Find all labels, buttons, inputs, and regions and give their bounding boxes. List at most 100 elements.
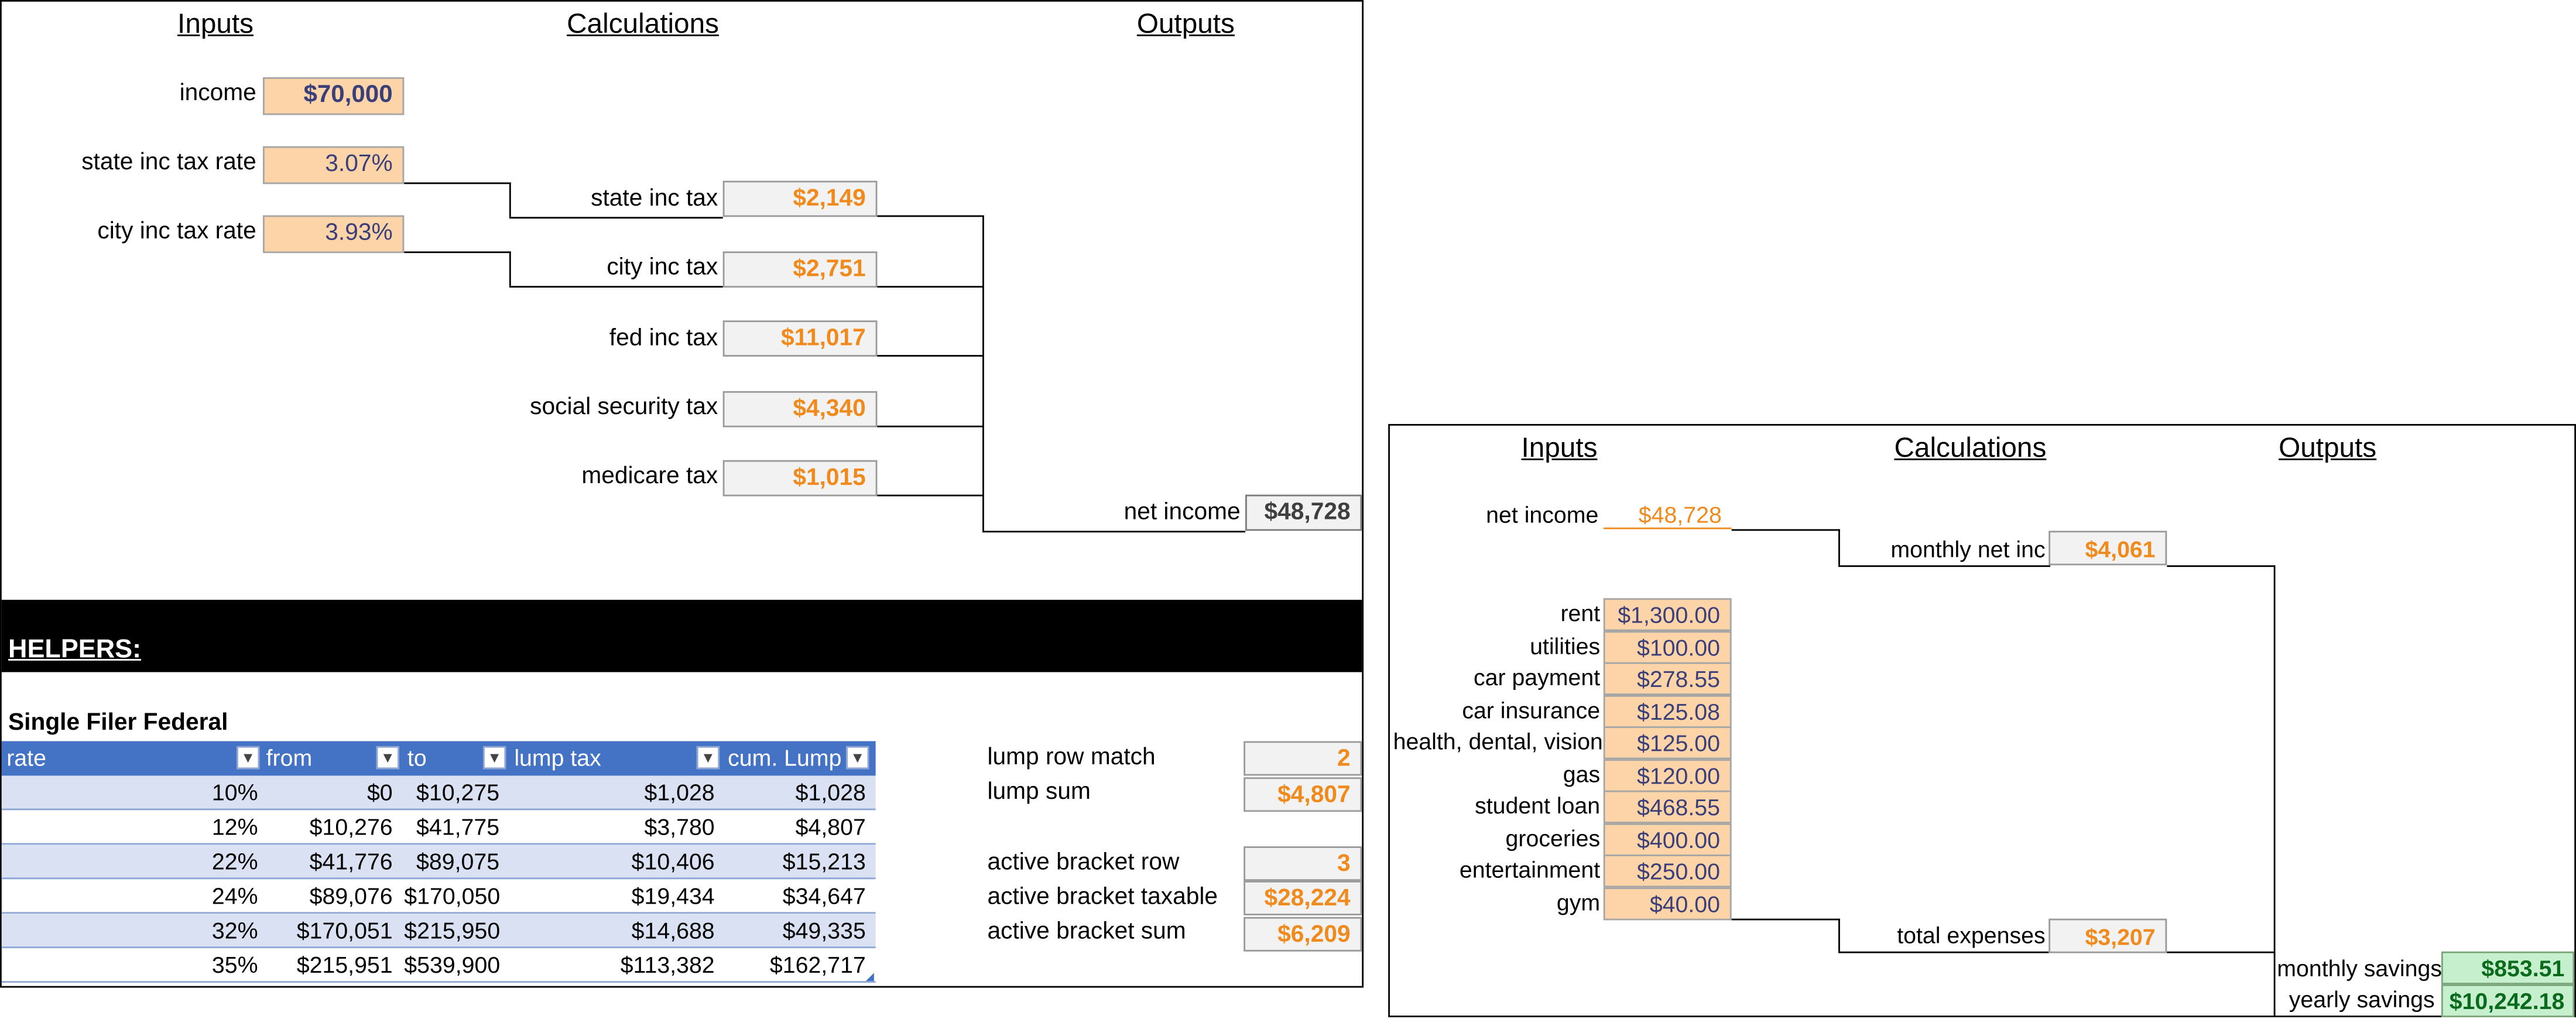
budget-net-income-label: net income [1486, 501, 1599, 528]
connector-line [509, 286, 723, 288]
yearly-savings-value[interactable]: $10,242.18 [2441, 984, 2575, 1017]
column-header-to: to [407, 744, 427, 771]
expense-input-gas[interactable]: $120.00 [1603, 759, 1732, 792]
total-expenses-value[interactable]: $3,207 [2049, 918, 2167, 953]
connector-line [1838, 951, 2051, 953]
tax-inputs-header: Inputs [177, 8, 254, 40]
connector-line [1838, 918, 1840, 952]
monthly-savings-label: monthly savings [2277, 955, 2442, 982]
expense-label-rent: rent [1560, 600, 1601, 627]
table-cell-from: $0 [366, 779, 393, 805]
table-cell-lump-tax: $19,434 [631, 882, 715, 909]
expense-input-car-insurance[interactable]: $125.08 [1603, 695, 1732, 729]
table-row: 24% $89,076 $170,050 $19,434 $34,647 [1, 879, 876, 914]
state-rate-label: state inc tax rate [81, 149, 256, 176]
connector-line [509, 251, 511, 286]
column-header-rate: rate [6, 744, 46, 771]
active-bracket-taxable-label: active bracket taxable [987, 884, 1218, 911]
connector-line [1838, 529, 1840, 566]
table-cell-to: $215,950 [404, 917, 501, 943]
connector-line [1731, 529, 1840, 531]
table-cell-from: $215,951 [296, 951, 393, 978]
state-tax-value[interactable]: $2,149 [722, 180, 878, 217]
table-cell-cum-lump: $4,807 [795, 813, 866, 840]
city-tax-value[interactable]: $2,751 [722, 251, 878, 288]
filter-dropdown-icon[interactable]: ▼ [696, 746, 720, 770]
table-cell-to: $170,050 [404, 882, 501, 909]
table-row: 35% $215,951 $539,900 $113,382 $162,717 [1, 948, 876, 983]
table-cell-rate: 12% [211, 813, 258, 840]
lump-sum-value[interactable]: $4,807 [1244, 777, 1362, 812]
active-bracket-row-value[interactable]: 3 [1244, 846, 1362, 881]
table-cell-cum-lump: $15,213 [782, 847, 866, 874]
filter-dropdown-icon[interactable]: ▼ [846, 746, 869, 770]
expense-input-health[interactable]: $125.00 [1603, 726, 1732, 760]
table-row: 22% $41,776 $89,075 $10,406 $15,213 [1, 844, 876, 880]
column-header-from: from [266, 744, 313, 771]
connector-line [1838, 565, 2051, 567]
connector-line [2167, 565, 2276, 567]
filter-dropdown-icon[interactable]: ▼ [237, 746, 260, 770]
table-cell-to: $41,775 [416, 813, 500, 840]
table-cell-to: $89,075 [416, 847, 500, 874]
table-cell-rate: 35% [211, 951, 258, 978]
expense-input-rent[interactable]: $1,300.00 [1603, 598, 1732, 631]
monthly-net-income-value[interactable]: $4,061 [2049, 531, 2167, 566]
expense-list: rent $1,300.00 utilities $100.00 car pay… [1393, 598, 1735, 922]
table-cell-cum-lump: $162,717 [769, 951, 866, 978]
medicare-tax-label: medicare tax [581, 463, 718, 490]
income-label: income [179, 80, 256, 107]
expense-input-student-loan[interactable]: $468.55 [1603, 790, 1732, 823]
helpers-banner-title: HELPERS: [8, 635, 142, 664]
yearly-savings-label: yearly savings [2289, 986, 2435, 1013]
connector-line [982, 531, 1246, 533]
active-bracket-sum-label: active bracket sum [987, 918, 1186, 945]
connector-line [404, 251, 511, 254]
table-cell-rate: 22% [211, 847, 258, 874]
table-resize-handle[interactable] [865, 973, 874, 982]
connector-line [877, 286, 983, 288]
table-cell-from: $10,276 [309, 813, 393, 840]
table-cell-from: $170,051 [296, 917, 393, 943]
budget-sheet-panel [1388, 423, 2576, 1017]
monthly-savings-value[interactable]: $853.51 [2441, 951, 2575, 984]
tax-sheet-panel [0, 0, 1364, 988]
active-bracket-sum-value[interactable]: $6,209 [1244, 917, 1362, 952]
connector-line [982, 215, 984, 531]
table-cell-lump-tax: $1,028 [644, 779, 715, 805]
total-expenses-label: total expenses [1897, 922, 2046, 949]
expense-input-entertainment[interactable]: $250.00 [1603, 854, 1732, 888]
budget-inputs-header: Inputs [1521, 432, 1598, 464]
expense-input-groceries[interactable]: $400.00 [1603, 823, 1732, 856]
fed-tax-value[interactable]: $11,017 [722, 320, 878, 357]
table-cell-to: $539,900 [404, 951, 501, 978]
table-row: 32% $170,051 $215,950 $14,688 $49,335 [1, 914, 876, 949]
active-bracket-row-label: active bracket row [987, 849, 1180, 876]
expense-input-gym[interactable]: $40.00 [1603, 887, 1732, 921]
expense-label-car-payment: car payment [1473, 664, 1601, 690]
active-bracket-taxable-value[interactable]: $28,224 [1244, 881, 1362, 916]
column-header-lump-tax: lump tax [514, 744, 601, 771]
medicare-tax-value[interactable]: $1,015 [722, 460, 878, 497]
column-header-cum-lump: cum. Lump [728, 744, 842, 771]
connector-line [1731, 918, 1840, 921]
filter-dropdown-icon[interactable]: ▼ [376, 746, 399, 770]
filter-dropdown-icon[interactable]: ▼ [482, 746, 506, 770]
table-cell-rate: 10% [211, 779, 258, 805]
state-rate-input[interactable]: 3.07% [262, 146, 405, 184]
net-income-value[interactable]: $48,728 [1245, 494, 1362, 531]
expense-label-student-loan: student loan [1475, 792, 1601, 819]
income-input[interactable]: $70,000 [262, 77, 405, 115]
expense-input-car-payment[interactable]: $278.55 [1603, 662, 1732, 695]
connector-line [509, 217, 723, 219]
city-rate-input[interactable]: 3.93% [262, 215, 405, 254]
expense-label-groceries: groceries [1505, 825, 1601, 852]
state-tax-label: state inc tax [591, 186, 718, 212]
connector-line [877, 215, 983, 217]
connector-line [2273, 565, 2276, 1017]
social-security-tax-value[interactable]: $4,340 [722, 391, 878, 428]
budget-net-income-value[interactable]: $48,728 [1603, 500, 1732, 529]
lump-row-match-value[interactable]: 2 [1244, 741, 1362, 776]
expense-input-utilities[interactable]: $100.00 [1603, 631, 1732, 664]
table-cell-lump-tax: $113,382 [620, 951, 715, 978]
